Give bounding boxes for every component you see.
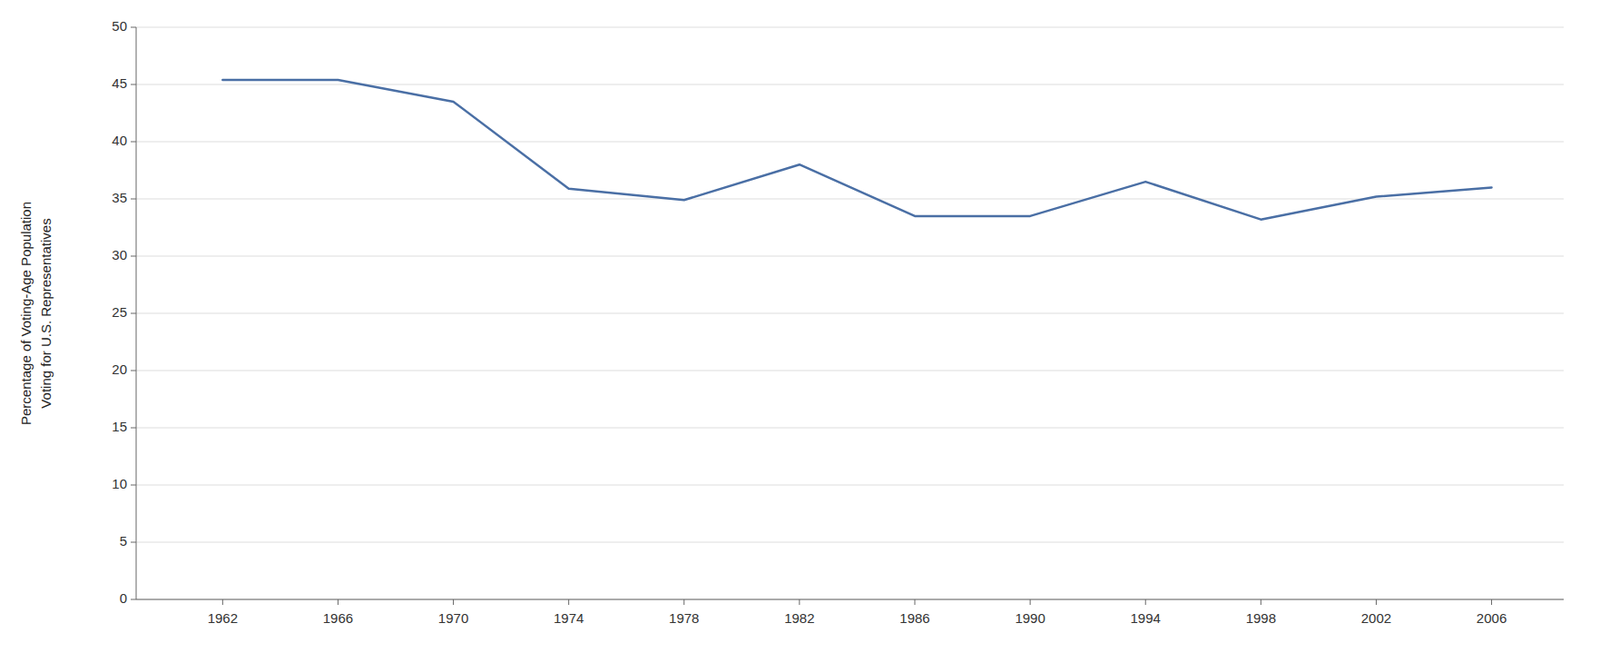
- x-tick-label: 1970: [438, 609, 469, 626]
- x-tick: [914, 598, 916, 605]
- y-tick: [130, 484, 137, 486]
- y-tick: [130, 255, 137, 257]
- grid-line: [136, 370, 1564, 372]
- x-tick: [683, 598, 685, 605]
- x-tick: [452, 598, 454, 605]
- grid-line: [136, 27, 1564, 29]
- y-tick-label: 10: [111, 475, 128, 491]
- y-tick: [130, 370, 137, 372]
- axes: 0 5 10 15 20 25 30 35 40 45 50 1962 1966 1970 1974 1978…: [111, 18, 1564, 626]
- y-tick: [130, 427, 137, 429]
- x-tick: [1030, 598, 1031, 605]
- x-tick-label: 1978: [668, 609, 699, 626]
- x-tick-label: 1966: [323, 609, 354, 626]
- y-tick-label: 5: [119, 532, 128, 549]
- x-tick-label: 1962: [207, 609, 238, 626]
- series: [222, 79, 1492, 220]
- grid: [136, 27, 1564, 599]
- grid-line: [136, 541, 1564, 543]
- x-tick-label: 1974: [553, 609, 584, 626]
- x-tick: [222, 598, 224, 605]
- x-tick-label: 2006: [1476, 609, 1507, 626]
- plot-area: [136, 27, 1564, 599]
- grid-line: [136, 598, 1564, 600]
- x-tick-label: 1986: [899, 609, 930, 626]
- y-tick: [130, 313, 137, 315]
- y-tick-label: 40: [111, 132, 128, 148]
- y-tick: [130, 198, 137, 200]
- y-tick-label: 50: [111, 18, 128, 34]
- y-axis-label: Percentage of Voting-Age PopulationVotin…: [18, 201, 54, 425]
- y-tick: [130, 141, 137, 143]
- y-tick-label: 30: [111, 246, 128, 263]
- grid-line: [136, 198, 1564, 200]
- y-tick: [130, 598, 137, 600]
- grid-line: [136, 427, 1564, 429]
- y-tick: [130, 84, 137, 86]
- grid-line: [136, 84, 1564, 86]
- y-axis-line: [136, 27, 138, 599]
- x-tick: [337, 598, 339, 605]
- y-tick-label: 45: [111, 75, 128, 91]
- y-tick-label: 25: [111, 304, 128, 320]
- x-tick-label: 2002: [1361, 609, 1392, 626]
- grid-line: [136, 484, 1564, 486]
- y-tick-label: 0: [119, 589, 128, 606]
- grid-line: [136, 255, 1564, 257]
- x-tick: [1145, 598, 1147, 605]
- chart: 0 5 10 15 20 25 30 35 40 45 50 1962 1966 1970 1974 1978…: [0, 0, 1600, 663]
- grid-line: [136, 313, 1564, 315]
- y-tick: [130, 541, 137, 543]
- y-tick-label: 35: [111, 189, 128, 206]
- x-tick-label: 1994: [1130, 609, 1161, 626]
- x-tick: [798, 598, 800, 605]
- x-tick: [1491, 598, 1493, 605]
- x-tick-label: 1990: [1014, 609, 1045, 626]
- x-tick: [1260, 598, 1262, 605]
- x-axis-line: [136, 598, 1564, 600]
- line: [222, 79, 1492, 220]
- y-tick-label: 15: [111, 418, 128, 434]
- x-tick: [568, 598, 570, 605]
- y-tick: [130, 27, 137, 29]
- grid-line: [136, 141, 1564, 143]
- x-tick: [1375, 598, 1377, 605]
- y-tick-label: 20: [111, 361, 128, 377]
- x-tick-label: 1982: [784, 609, 815, 626]
- x-tick-label: 1998: [1246, 609, 1277, 626]
